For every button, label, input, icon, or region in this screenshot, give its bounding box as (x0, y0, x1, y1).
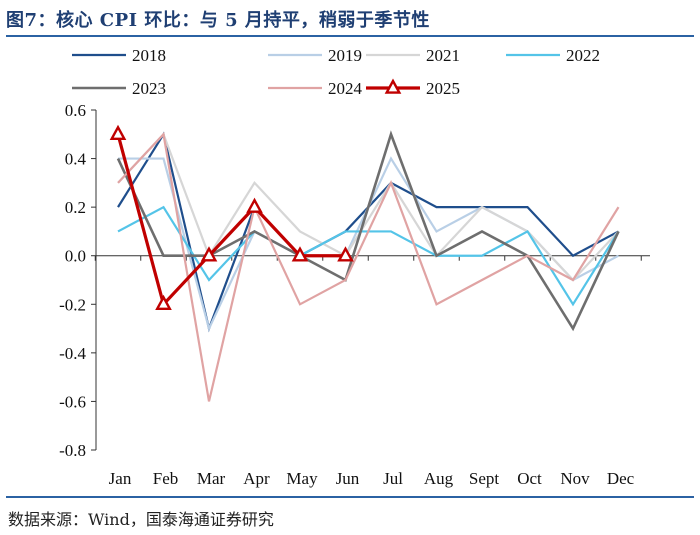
series-line-2021 (117, 132, 620, 282)
source-note: 数据来源：Wind，国泰海通证券研究 (8, 510, 274, 529)
series-line-2023 (116, 130, 620, 332)
y-tick-label: -0.6 (59, 392, 86, 411)
legend-item-2025: 2025 (366, 78, 460, 98)
legend-item-2019: 2019 (268, 46, 362, 65)
series-line-2025 (116, 133, 346, 308)
legend-item-2024: 2024 (268, 79, 363, 98)
data-point-2025 (155, 294, 172, 311)
legend-item-2023: 2023 (72, 79, 166, 98)
y-tick-label: -0.2 (59, 295, 86, 314)
y-tick-label: 0.2 (65, 198, 86, 217)
legend-marker (384, 78, 402, 94)
x-tick-label: Sept (469, 469, 500, 488)
legend-item-2022: 2022 (506, 46, 600, 65)
x-tick-label: Feb (153, 469, 179, 488)
y-tick-label: 0.0 (65, 247, 86, 266)
x-tick-label: Oct (517, 469, 542, 488)
title-divider (6, 35, 694, 37)
y-tick-label: -0.8 (59, 441, 86, 460)
x-tick-label: Mar (197, 469, 226, 488)
series-line-2024 (117, 131, 620, 402)
legend-label: 2019 (328, 46, 362, 65)
x-tick-label: Dec (607, 469, 635, 488)
x-tick-label: Aug (424, 469, 454, 488)
data-point-2025 (291, 246, 309, 262)
x-tick-label: Jan (109, 469, 132, 488)
y-tick-label: -0.4 (59, 344, 86, 363)
data-point-2025 (200, 246, 218, 262)
footer-divider (6, 496, 694, 498)
chart-title: 图7：核心 CPI 环比：与 5 月持平，稍弱于季节性 (6, 10, 430, 31)
x-tick-label: Nov (560, 469, 590, 488)
data-point-2025 (337, 246, 354, 262)
data-point-2025 (109, 124, 127, 141)
legend-label: 2022 (566, 46, 600, 65)
legend-item-2018: 2018 (72, 46, 166, 65)
x-tick-label: Jul (383, 469, 403, 488)
legend-label: 2025 (426, 79, 460, 98)
line-chart: 0.6 0.4 0.2 0.0 -0.2 -0.4 -0.6 -0.8 Jan Feb Mar Apr… (59, 46, 650, 488)
legend-item-2021: 2021 (366, 46, 460, 65)
legend: 2018 2019 2021 2022 2023 2024 2025 (72, 46, 600, 98)
legend-label: 2024 (328, 79, 363, 98)
series-lines (109, 124, 620, 402)
data-point-2025 (246, 197, 263, 213)
legend-label: 2023 (132, 79, 166, 98)
legend-label: 2021 (426, 46, 460, 65)
y-tick-label: 0.4 (65, 150, 87, 169)
x-tick-label: Apr (243, 469, 270, 488)
legend-label: 2018 (132, 46, 166, 65)
x-tick-label: May (286, 469, 318, 488)
x-tick-label: Jun (336, 469, 360, 488)
y-tick-label: 0.6 (65, 101, 86, 120)
